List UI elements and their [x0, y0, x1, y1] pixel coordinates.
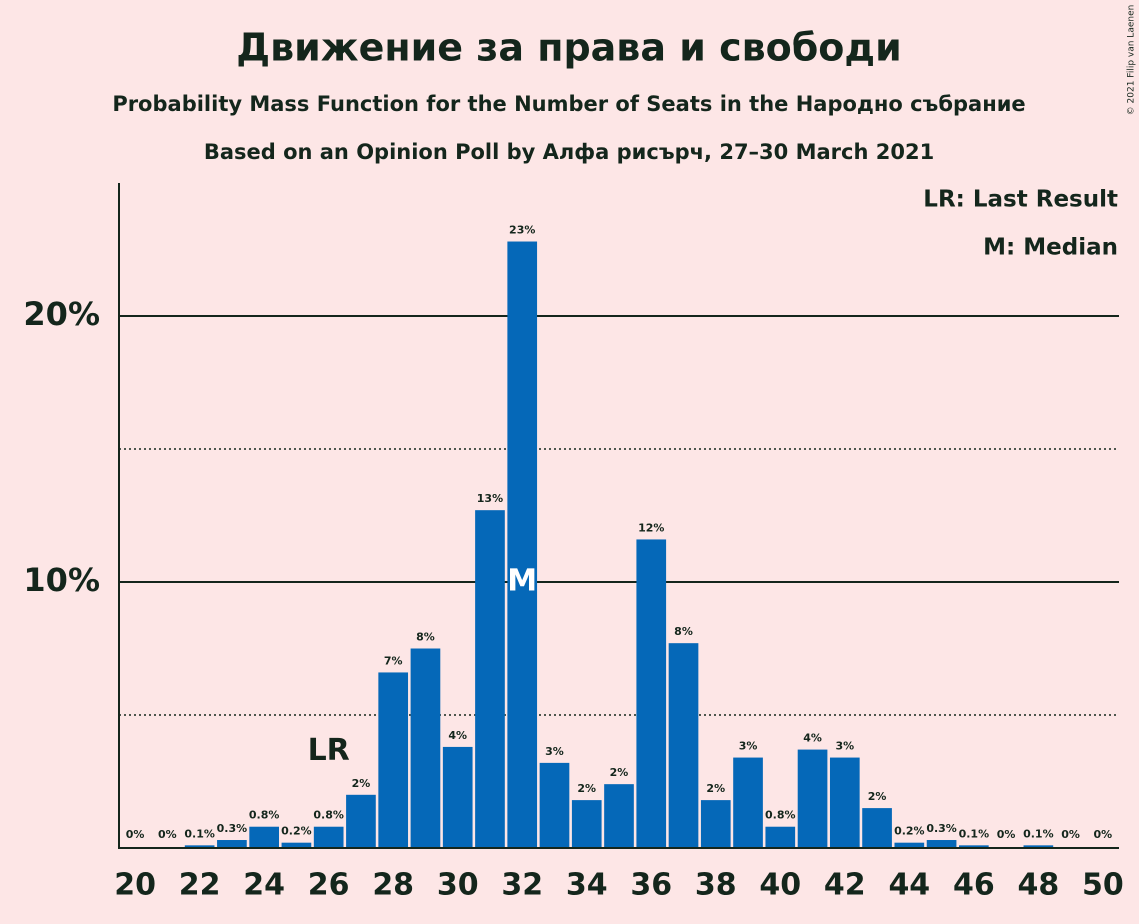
- x-tick-label: 30: [437, 868, 479, 903]
- bar: [636, 539, 667, 848]
- value-label: 0%: [997, 828, 1016, 841]
- value-label: 0.3%: [926, 822, 957, 835]
- bar: [281, 842, 312, 848]
- bar: [862, 808, 892, 848]
- bar: [797, 749, 828, 848]
- last-result-marker: LR: [308, 733, 350, 768]
- grid: [119, 315, 1119, 716]
- bar: [475, 510, 505, 848]
- value-label: 3%: [835, 740, 854, 753]
- bar: [765, 826, 796, 848]
- bar: [733, 757, 763, 848]
- value-label: 0%: [1094, 828, 1113, 841]
- bar: [313, 826, 344, 848]
- value-label: 4%: [448, 729, 467, 742]
- value-label: 0.2%: [894, 825, 925, 838]
- bar: [829, 757, 860, 848]
- value-label: 3%: [545, 745, 564, 758]
- x-tick-label: 38: [695, 868, 737, 903]
- value-label: 0.8%: [313, 809, 344, 822]
- value-label: 0.1%: [1023, 827, 1054, 840]
- value-label: 0%: [1061, 828, 1080, 841]
- x-tick-label: 42: [824, 868, 866, 903]
- value-label: 0%: [126, 828, 145, 841]
- x-tick-label: 24: [243, 868, 285, 903]
- x-tick-label: 36: [630, 868, 672, 903]
- value-label: 0.8%: [249, 809, 280, 822]
- value-label: 8%: [674, 625, 693, 638]
- bar: [1023, 845, 1054, 848]
- value-label: 2%: [577, 782, 596, 795]
- x-tick-label: 34: [566, 868, 608, 903]
- x-tick-label: 50: [1082, 868, 1124, 903]
- chart-title: Движение за права и свободи: [236, 26, 901, 70]
- chart-subtitle: Probability Mass Function for the Number…: [112, 92, 1025, 116]
- bar: [346, 794, 376, 848]
- value-label: 2%: [610, 766, 629, 779]
- value-label: 2%: [868, 790, 887, 803]
- value-label: 0.1%: [959, 827, 990, 840]
- legend-entry: LR: Last Result: [923, 187, 1118, 213]
- value-label: 0%: [158, 828, 177, 841]
- bar: [184, 845, 215, 848]
- value-label: 13%: [477, 492, 503, 505]
- value-label: 12%: [638, 521, 664, 534]
- x-tick-label: 44: [888, 868, 930, 903]
- value-label: 2%: [706, 782, 725, 795]
- value-label: 0.2%: [281, 825, 312, 838]
- value-label: 8%: [416, 631, 435, 644]
- value-label: 4%: [803, 732, 822, 745]
- value-label: 3%: [739, 740, 758, 753]
- legend-entry: M: Median: [983, 235, 1118, 261]
- x-tick-label: 26: [308, 868, 350, 903]
- credit: © 2021 Filip van Laenen: [1127, 5, 1137, 116]
- bar: [249, 826, 279, 848]
- value-label: 23%: [509, 224, 535, 237]
- value-label: 7%: [384, 654, 403, 667]
- bar: [959, 845, 989, 848]
- value-label: 0.8%: [765, 809, 796, 822]
- y-tick-label: 10%: [23, 561, 100, 599]
- bar: [442, 746, 473, 848]
- bar: [604, 784, 634, 848]
- bar: [217, 840, 247, 848]
- bar: [378, 672, 409, 848]
- bar: [894, 842, 925, 848]
- bar: [410, 648, 441, 848]
- x-tick-label: 28: [372, 868, 414, 903]
- x-tick-label: 20: [114, 868, 156, 903]
- median-marker: M: [507, 564, 537, 599]
- bars: [184, 241, 1054, 848]
- x-tick-label: 48: [1017, 868, 1059, 903]
- value-label: 2%: [352, 777, 371, 790]
- bar: [700, 800, 731, 848]
- x-tick-label: 46: [953, 868, 995, 903]
- x-tick-label: 32: [501, 868, 543, 903]
- bar: [668, 643, 699, 848]
- x-tick-label: 22: [179, 868, 221, 903]
- bar: [926, 840, 957, 848]
- bar: [539, 762, 570, 848]
- chart-subtitle: Based on an Opinion Poll by Алфа рисърч,…: [204, 140, 934, 164]
- value-label: 0.1%: [184, 827, 215, 840]
- bar: [507, 241, 538, 848]
- value-label: 0.3%: [217, 822, 248, 835]
- y-tick-label: 20%: [23, 295, 100, 333]
- bar: [571, 800, 602, 848]
- x-tick-label: 40: [759, 868, 801, 903]
